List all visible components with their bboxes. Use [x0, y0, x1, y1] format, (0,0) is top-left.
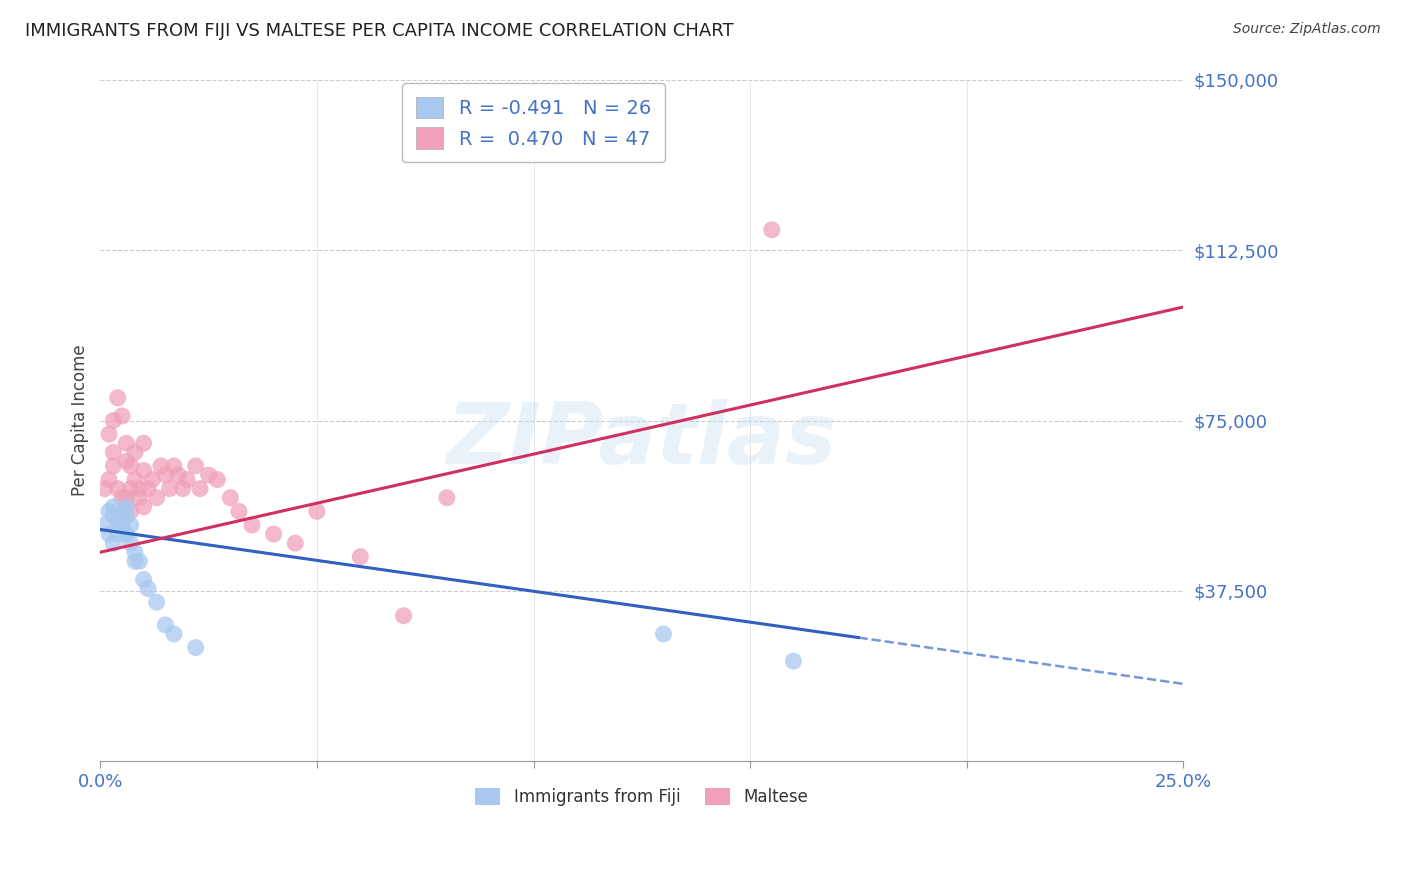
Point	[184, 458, 207, 473]
Point	[103, 508, 125, 523]
Point	[124, 545, 146, 559]
Point	[240, 518, 263, 533]
Point	[93, 518, 115, 533]
Point	[115, 491, 138, 505]
Point	[155, 618, 177, 632]
Point	[107, 391, 129, 405]
Point	[98, 504, 121, 518]
Point	[228, 504, 250, 518]
Point	[132, 463, 155, 477]
Text: ZIPatlas: ZIPatlas	[447, 400, 837, 483]
Point	[124, 554, 146, 568]
Point	[128, 482, 150, 496]
Point	[115, 508, 138, 523]
Point	[115, 527, 138, 541]
Point	[111, 504, 134, 518]
Point	[132, 436, 155, 450]
Point	[103, 413, 125, 427]
Point	[652, 627, 675, 641]
Point	[103, 445, 125, 459]
Point	[120, 482, 142, 496]
Point	[120, 504, 142, 518]
Point	[120, 518, 142, 533]
Y-axis label: Per Capita Income: Per Capita Income	[72, 344, 89, 496]
Point	[103, 458, 125, 473]
Point	[98, 427, 121, 442]
Point	[172, 482, 194, 496]
Point	[111, 409, 134, 423]
Point	[349, 549, 371, 564]
Point	[124, 445, 146, 459]
Point	[93, 482, 115, 496]
Point	[107, 513, 129, 527]
Point	[167, 468, 190, 483]
Point	[111, 518, 134, 533]
Point	[115, 500, 138, 514]
Point	[145, 595, 167, 609]
Point	[176, 473, 198, 487]
Point	[132, 500, 155, 514]
Point	[141, 473, 163, 487]
Point	[103, 500, 125, 514]
Point	[145, 491, 167, 505]
Point	[197, 468, 219, 483]
Point	[124, 473, 146, 487]
Point	[128, 554, 150, 568]
Point	[207, 473, 229, 487]
Point	[136, 482, 159, 496]
Point	[111, 491, 134, 505]
Point	[184, 640, 207, 655]
Point	[188, 482, 211, 496]
Point	[263, 527, 285, 541]
Point	[163, 627, 186, 641]
Point	[436, 491, 458, 505]
Point	[284, 536, 307, 550]
Text: Source: ZipAtlas.com: Source: ZipAtlas.com	[1233, 22, 1381, 37]
Point	[136, 582, 159, 596]
Point	[159, 482, 181, 496]
Point	[107, 527, 129, 541]
Point	[305, 504, 328, 518]
Point	[107, 482, 129, 496]
Point	[219, 491, 242, 505]
Point	[120, 458, 142, 473]
Point	[115, 436, 138, 450]
Point	[392, 608, 415, 623]
Text: IMMIGRANTS FROM FIJI VS MALTESE PER CAPITA INCOME CORRELATION CHART: IMMIGRANTS FROM FIJI VS MALTESE PER CAPI…	[25, 22, 734, 40]
Point	[120, 536, 142, 550]
Point	[150, 458, 173, 473]
Point	[98, 473, 121, 487]
Point	[98, 527, 121, 541]
Legend: Immigrants from Fiji, Maltese: Immigrants from Fiji, Maltese	[467, 780, 817, 814]
Point	[163, 458, 186, 473]
Point	[761, 223, 783, 237]
Point	[103, 536, 125, 550]
Point	[115, 454, 138, 468]
Point	[782, 654, 804, 668]
Point	[128, 491, 150, 505]
Point	[155, 468, 177, 483]
Point	[132, 573, 155, 587]
